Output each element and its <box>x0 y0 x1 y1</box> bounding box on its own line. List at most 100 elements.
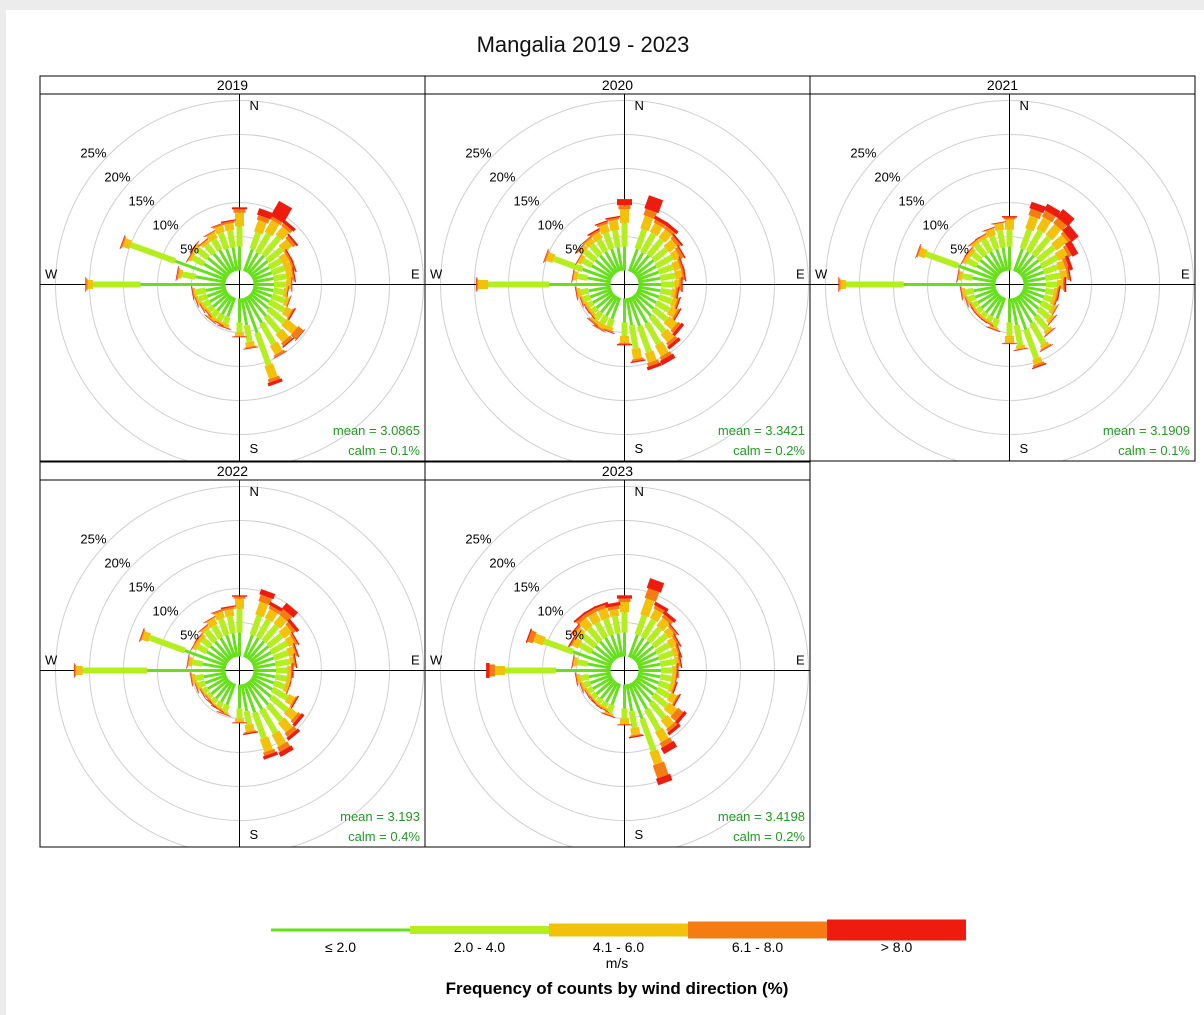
bar-2021-200-band2 <box>991 317 1000 328</box>
bar-2022-130-band3 <box>283 706 298 721</box>
panel-year-label: 2020 <box>602 77 633 93</box>
bar-2020-300-band4 <box>576 253 583 264</box>
bar-2019-70-band1 <box>252 271 273 282</box>
bar-2020-300-band5 <box>575 251 584 265</box>
bar-2021-170-band1 <box>1010 298 1019 326</box>
bar-2019-90-band3 <box>286 280 291 289</box>
bar-2019-320-band2 <box>204 243 217 256</box>
bar-2020-100-band4 <box>674 287 679 300</box>
bar-2020-90-band3 <box>674 280 680 289</box>
bar-2023-30-band1 <box>630 637 645 660</box>
bar-2019-240-band4 <box>198 300 206 312</box>
bar-2023-350-band2 <box>612 616 621 634</box>
bar-2021-290-band4 <box>916 245 922 258</box>
bar-2022-140-band5 <box>286 728 301 741</box>
bar-2022-120-band4 <box>289 696 297 708</box>
bar-2023-70-band3 <box>671 647 679 658</box>
bar-2023-220-band5 <box>590 699 602 710</box>
bar-2022-110-band3 <box>283 682 290 693</box>
bar-2019-80-band1 <box>253 277 274 284</box>
bar-2023-170-band4 <box>629 733 642 737</box>
bar-2021-200-band3 <box>989 324 999 330</box>
bar-2023-330-band4 <box>585 608 598 618</box>
bar-2022-350-band3 <box>224 609 235 618</box>
bar-2020-80-band1 <box>638 276 661 284</box>
bar-2020-60-band1 <box>635 265 657 279</box>
bar-2020-150-band2 <box>644 321 662 346</box>
bar-2022-100-band3 <box>286 674 291 684</box>
bar-2021-120-band2 <box>1039 300 1053 312</box>
bar-2019-320-band3 <box>200 239 210 248</box>
ring-label-10: 10% <box>153 604 179 619</box>
bar-2020-110-band5 <box>674 296 682 312</box>
bar-2023-70-band1 <box>637 656 660 668</box>
bar-2023-40-band3 <box>656 617 670 632</box>
bar-2021-230-band1 <box>980 292 1000 310</box>
bar-2020-320-band5 <box>580 234 593 245</box>
bar-2023-280-band3 <box>573 657 578 667</box>
bar-2020-300-band2 <box>581 257 594 269</box>
bar-2021-350-band5 <box>991 221 1007 225</box>
bar-2020-180-band1 <box>623 298 626 323</box>
bar-2020-90-band5 <box>681 277 683 292</box>
bar-2022-310-band4 <box>195 632 204 643</box>
bar-2019-200-band2 <box>222 315 231 325</box>
bar-2019-50-band3 <box>278 239 293 253</box>
bar-2020-320-band3 <box>584 238 595 248</box>
bar-2020-260-band3 <box>576 287 582 298</box>
bar-2023-350-band1 <box>616 633 624 657</box>
legend-swatch-2 <box>410 926 549 934</box>
bar-2020-160-band5 <box>646 362 662 371</box>
bar-2020-180-band3 <box>620 335 629 343</box>
bar-2021-80-band4 <box>1065 268 1070 281</box>
bar-2022-70-band2 <box>272 650 289 661</box>
bar-2022-60-band2 <box>269 640 289 655</box>
bar-2023-240-band3 <box>584 687 592 696</box>
bar-2023-60-band3 <box>666 637 678 649</box>
bar-2021-350-band4 <box>992 222 1005 225</box>
bar-2022-280-band5 <box>186 654 190 669</box>
bar-2021-130-band5 <box>1047 314 1058 327</box>
bar-2019-270-band2 <box>92 281 141 288</box>
bar-2019-230-band3 <box>204 306 212 315</box>
bar-2021-0-band5 <box>1002 216 1017 218</box>
bar-2021-80-band2 <box>1044 272 1061 282</box>
bar-2020-160-band2 <box>636 325 652 353</box>
bar-2022-0-band3 <box>235 598 244 609</box>
bar-2021-150-band1 <box>1015 295 1034 324</box>
bar-2022-0-band5 <box>232 595 247 597</box>
bar-2023-40-band5 <box>662 610 677 623</box>
bar-2023-160-band1 <box>627 683 644 720</box>
bar-2023-280-band2 <box>576 659 588 667</box>
bar-2022-290-band1 <box>184 649 227 668</box>
speed-legend: ≤ 2.0 2.0 - 4.0 4.1 - 6.0 6.1 - 8.0 > 8.0 <box>271 919 966 955</box>
bar-2019-70-band2 <box>270 265 286 276</box>
bar-2020-210-band3 <box>595 320 607 330</box>
bar-2020-330-band2 <box>596 238 609 254</box>
bar-2019-180-band2 <box>236 322 243 333</box>
bar-2019-120-band2 <box>267 299 286 313</box>
bar-2022-30-band4 <box>268 605 281 615</box>
bar-2020-70-band2 <box>657 264 674 275</box>
bar-2020-330-band1 <box>604 251 619 274</box>
bar-2020-210-band1 <box>605 295 619 317</box>
bar-2022-40-band5 <box>282 602 298 618</box>
bar-2019-70-band5 <box>290 257 297 273</box>
bar-2019-330-band4 <box>204 230 216 238</box>
bar-2022-170-band2 <box>243 710 252 725</box>
bar-2021-340-band4 <box>983 227 996 232</box>
bar-2023-330-band3 <box>588 612 601 626</box>
bar-2019-220-band2 <box>210 308 220 318</box>
bar-2022-320-band4 <box>199 624 209 633</box>
bar-2020-20-band3 <box>640 215 654 232</box>
bar-2019-140-band3 <box>275 328 290 343</box>
ring-label-15: 15% <box>128 193 154 208</box>
bar-2021-270-band5 <box>838 277 840 292</box>
bar-2021-250-band2 <box>967 294 977 303</box>
bar-2020-280-band2 <box>576 273 588 281</box>
bar-2021-320-band4 <box>969 238 979 247</box>
bar-2021-20-band5 <box>1029 201 1046 214</box>
bar-2020-140-band5 <box>667 337 681 350</box>
bar-2019-40-band4 <box>281 223 293 234</box>
bar-2022-50-band4 <box>285 621 296 634</box>
